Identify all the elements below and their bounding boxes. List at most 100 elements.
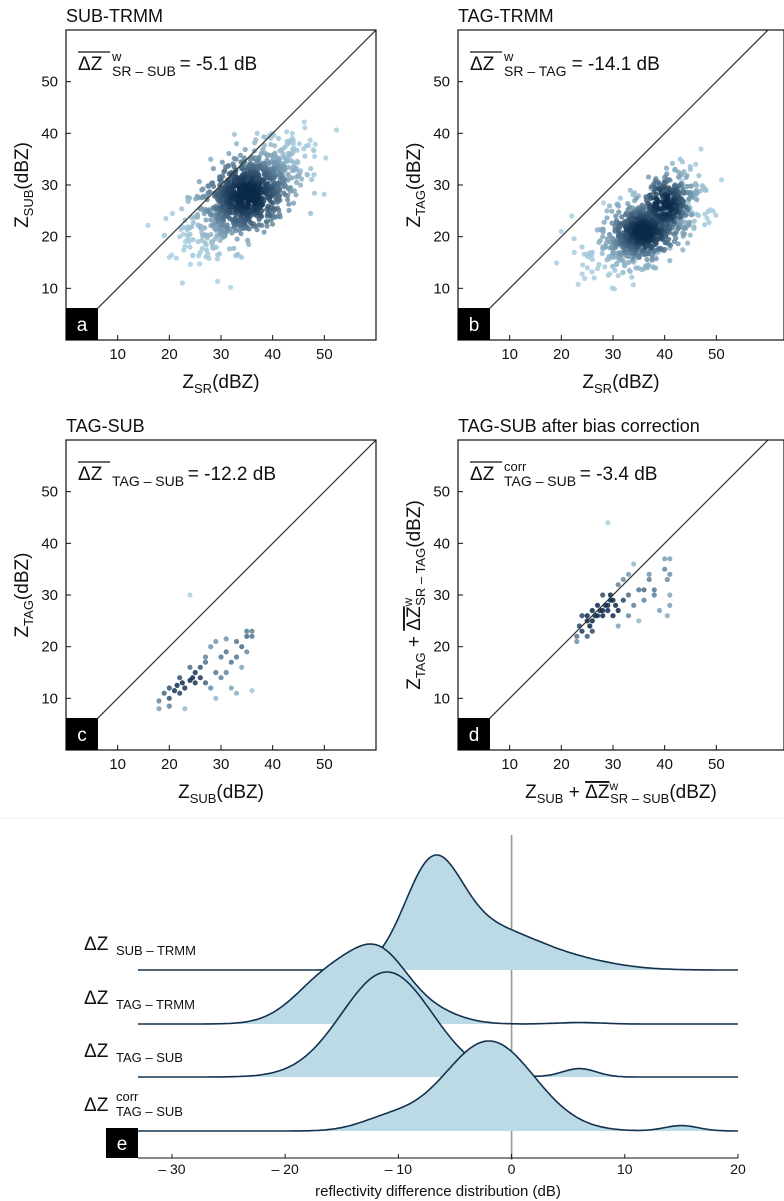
data-point [667,592,673,598]
data-point [554,260,560,266]
data-point [686,196,692,202]
panel-letter: a [77,315,88,336]
ridge-line [138,1040,738,1132]
ridge-line [138,943,738,1025]
one-to-one-line [458,440,769,750]
data-point [187,592,193,598]
panel-title: TAG-TRMM [458,6,554,26]
data-point [224,222,230,228]
data-point [163,216,169,222]
x-axis-label: ZSR(dBZ) [582,372,659,396]
data-point [162,232,168,238]
data-point [688,183,694,189]
data-point [296,141,302,147]
data-point [263,219,269,225]
data-point [594,613,601,619]
data-point [558,228,564,235]
data-point [291,188,297,194]
data-point [228,659,234,665]
panel-letter: d [469,725,480,746]
annotation-superscript: w [503,49,514,64]
ridge-area [138,944,738,1024]
x-tick-label: – 10 [385,1161,412,1177]
x-tick-label: 0 [508,1161,516,1177]
data-point [656,245,662,251]
data-point [220,221,226,228]
data-point [627,187,633,193]
data-point [591,275,597,281]
data-point [224,163,231,169]
data-point [663,165,670,171]
data-point [662,556,668,562]
data-point [689,212,695,218]
data-point [200,186,206,192]
y-axis-label: ZTAG + ΔZwSR – TAG(dBZ) [401,500,428,690]
data-point [308,166,314,172]
data-point [202,225,208,231]
data-point [213,695,219,701]
data-point [190,237,196,243]
annotation-subscript: SR – TAG [504,63,567,79]
annotation-superscript: corr [504,459,527,474]
data-point [277,176,283,182]
data-point [187,231,193,237]
data-point [589,256,595,262]
panel-b: TAG-TRMM 10 20 30 40 50 10 20 30 40 50 b ΔZ wSR – TAG… [404,6,784,396]
data-point [579,613,585,619]
x-tick-label: 40 [656,756,673,773]
data-point [617,195,624,201]
data-point [610,597,616,603]
data-point [265,203,271,209]
data-point [619,214,625,220]
data-point [713,212,719,218]
data-point [208,685,214,691]
one-to-one-line [458,30,769,340]
data-point [218,178,224,184]
data-point [223,649,229,655]
data-point [261,142,267,148]
data-point [229,230,235,236]
data-point [180,231,186,237]
data-point [218,675,224,681]
ridge-label: ΔZ [84,1041,109,1062]
data-point [613,602,619,608]
data-point [166,703,172,709]
data-point [664,613,670,619]
annotation-value: = -12.2 dB [188,464,276,485]
data-point [312,141,318,147]
data-point [187,244,193,250]
data-point [301,119,307,125]
data-point [669,160,676,166]
data-point [261,229,267,235]
data-point [693,161,699,167]
data-point [600,613,606,619]
data-point [169,210,175,217]
data-point [286,153,292,159]
y-tick-label: 20 [41,639,58,656]
data-point [281,190,287,196]
data-point [677,214,683,220]
data-point [625,259,632,266]
data-point [197,261,203,267]
data-point [206,255,212,261]
data-point [687,219,693,225]
data-point [161,690,167,696]
data-point [687,232,693,238]
scatter-points [156,592,255,712]
data-point [177,675,183,681]
data-point [571,249,577,255]
ridge-line [138,971,738,1078]
data-point [202,680,209,686]
panel-d: TAG-SUB after bias correction 10 20 30 40 50 1… [401,416,784,806]
data-point [691,218,698,224]
data-point [233,654,240,660]
data-point [584,633,590,639]
data-point [603,240,609,246]
data-point [182,685,188,691]
annotation-subscript: TAG – SUB [504,473,576,489]
data-point [166,685,172,691]
data-point [235,251,241,257]
y-axis-label: ZTAG(dBZ) [404,143,428,228]
x-tick-label: 40 [264,346,281,363]
